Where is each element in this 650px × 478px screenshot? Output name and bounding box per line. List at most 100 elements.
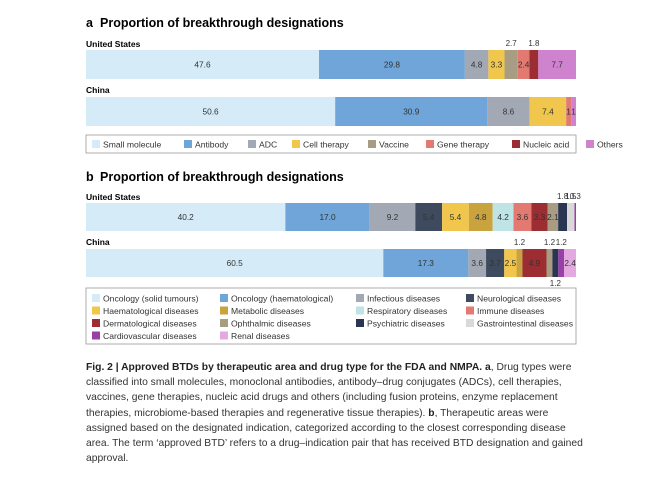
panel-a-bar-segment [538,50,576,79]
panel-b-bar-segment [547,203,559,231]
panel-b-legend-swatch [356,319,364,327]
panel-b-bar-segment [558,249,565,277]
panel-b-data-label: 1.2 [514,238,526,247]
panel-b-data-label: 17.3 [418,258,435,268]
panel-b-data-label: 1.2 [544,238,556,247]
panel-b-bar-segment [558,203,568,231]
panel-b-legend-label: Ophthalmic diseases [231,319,311,329]
panel-a-legend-swatch [248,140,256,148]
panel-b-bar-segment [86,203,286,231]
panel-b-legend-label: Infectious diseases [367,294,440,304]
panel-a-data-label: 1 [571,107,576,117]
panel-b-legend-swatch [466,319,474,327]
panel-a-legend-swatch [184,140,192,148]
panel-b-legend-label: Gastrointestinal diseases [477,319,573,329]
panel-b-data-label: 9.2 [387,212,399,222]
panel-b-data-label: 5.4 [423,212,435,222]
panel-a-data-label: 2.7 [506,39,518,48]
panel-b-legend-swatch [220,306,228,315]
panel-a-bar-segment [487,97,530,126]
panel-b-bar-segment [522,249,547,277]
panel-a-data-label: 47.6 [194,60,211,70]
panel-b-letter: b [86,170,94,184]
panel-b-legend-label: Renal diseases [231,331,290,341]
panel-a-legend-swatch [368,140,376,148]
panel-a-letter: a [86,16,94,30]
panel-a-bar-segment [504,50,518,79]
panel-a-series-label: China [86,85,110,95]
panel-b-data-label: 2.1 [547,212,559,222]
panel-a-bar-segment [529,50,539,79]
panel-a-bar-segment [86,50,320,79]
panel-a-series-label: United States [86,39,141,49]
panel-a-legend-label: Gene therapy [437,140,490,150]
panel-b-legend-label: Cardiovascular diseases [103,331,197,341]
panel-a-bar-segment [517,50,530,79]
panel-a-bar-segment [335,97,488,126]
panel-b-bar-segment [383,249,469,277]
panel-a-bar-segment [86,97,336,126]
panel-b-legend-label: Respiratory diseases [367,306,447,316]
panel-b-bar-segment [504,249,517,277]
panel-b-data-label: 40.2 [178,212,195,222]
panel-a-legend-label: Cell therapy [303,140,350,150]
panel-b-bar-segment [468,203,493,231]
panel-a-data-label: 7.4 [542,107,554,117]
panel-b-data-label: 0.3 [570,192,582,201]
panel-b-data-label: 1.2 [550,279,562,288]
panel-b-legend-label: Haematological diseases [103,306,199,316]
panel-b-data-label: 3.7 [489,258,501,268]
caption-b-text: , Therapeutic areas were assigned based … [86,407,583,465]
panel-b-legend-swatch [466,306,474,315]
panel-b-bar-segment [513,203,532,231]
panel-b-data-label: 1.5 [565,192,577,201]
panel-b-data-label: 2.4 [564,258,576,268]
panel-b-bar-segment [546,249,553,277]
panel-b-data-label: 3.6 [517,212,529,222]
panel-b-bar-segment [552,249,559,277]
panel-a-bar-segment [571,97,576,126]
panel-a-data-label: 2.4 [518,60,530,70]
panel-b-legend-swatch [356,306,364,315]
panel-a-legend-label: Antibody [195,140,229,150]
panel-b-bar-segment [442,203,469,231]
panel-b-legend-label: Dermatological diseases [103,319,197,329]
figure-caption: Fig. 2 | Approved BTDs by therapeutic ar… [86,360,586,466]
panel-b-bar-segment [564,249,576,277]
panel-a-data-label: 3.3 [491,60,503,70]
panel-b-bar-segment [492,203,514,231]
caption-a-letter: a [485,362,491,373]
panel-a-legend-swatch [292,140,300,148]
panel-b-data-label: 5.4 [450,212,462,222]
panel-b-legend-swatch [92,294,100,302]
panel-b-legend-swatch [466,294,474,302]
panel-a-data-label: 50.6 [203,107,220,117]
panel-b-legend-box [85,287,577,345]
panel-a-bar-segment [319,50,465,79]
panel-a-legend-label: Nucleic acid [523,140,570,150]
panel-b-title: Proportion of breakthrough designations [100,170,344,184]
caption-fig-title: Fig. 2 | Approved BTDs by therapeutic ar… [86,362,483,373]
panel-b-legend-swatch [220,331,228,340]
panel-b-legend-swatch [92,306,100,315]
panel-b-data-label: 4.9 [529,258,541,268]
panel-b-data-label: 1.8 [557,192,569,201]
panel-a-legend-label: Others [597,140,623,150]
panel-a-data-label: 30.9 [403,107,420,117]
panel-a-title: Proportion of breakthrough designations [100,16,344,30]
panel-a-legend-label: Small molecule [103,140,161,150]
panel-a-legend-swatch [586,140,594,148]
panel-a-legend-swatch [426,140,434,148]
panel-b-legend-label: Oncology (solid tumours) [103,294,199,304]
panel-b-data-label: 1.2 [556,238,568,247]
panel-a-data-label: 4.8 [471,60,483,70]
panel-b-legend-label: Oncology (haematological) [231,294,333,304]
panel-b-data-label: 4.8 [475,212,487,222]
panel-b-bar-segment [531,203,548,231]
panel-a-data-label: 29.8 [384,60,401,70]
panel-b-data-label: 17.0 [319,212,336,222]
panel-b-legend-label: Neurological diseases [477,294,561,304]
panel-b-bar-segment [486,249,505,277]
panel-a-bar-segment [566,97,572,126]
